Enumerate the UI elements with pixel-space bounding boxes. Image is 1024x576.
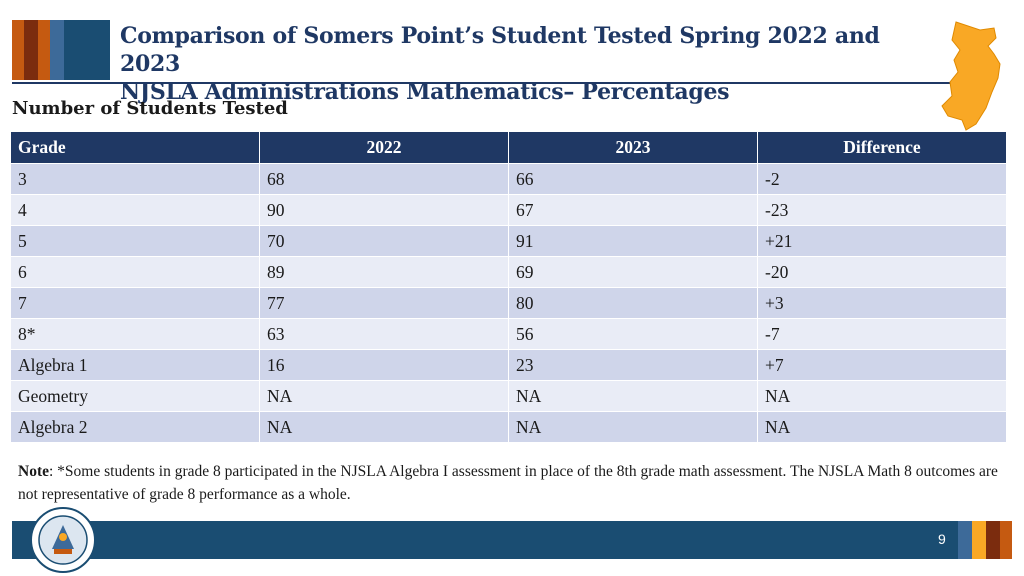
value-2022-cell: 90 (259, 194, 509, 226)
table-row: 4 90 67 -23 (10, 194, 1007, 226)
nj-department-of-education-seal-icon (30, 507, 96, 573)
table-row: 7 77 80 +3 (10, 287, 1007, 319)
difference-cell: +3 (757, 287, 1007, 319)
difference-cell: -2 (757, 163, 1007, 195)
grade-cell: 3 (10, 163, 260, 195)
value-2022-cell: NA (259, 411, 509, 443)
difference-cell: +21 (757, 225, 1007, 257)
grade-cell: Algebra 1 (10, 349, 260, 381)
value-2022-cell: 63 (259, 318, 509, 350)
table-header-row: Grade 2022 2023 Difference (10, 131, 1007, 164)
value-2023-cell: 80 (508, 287, 758, 319)
footer-bar (12, 521, 958, 559)
difference-cell: -23 (757, 194, 1007, 226)
table-row: Algebra 2 NA NA NA (10, 411, 1007, 443)
value-2022-cell: 70 (259, 225, 509, 257)
table-row: Algebra 1 16 23 +7 (10, 349, 1007, 381)
grade-cell: 7 (10, 287, 260, 319)
note-text: : *Some students in grade 8 participated… (18, 463, 998, 503)
column-header-2022: 2022 (259, 131, 509, 164)
value-2023-cell: 67 (508, 194, 758, 226)
grade-cell: 5 (10, 225, 260, 257)
value-2023-cell: 56 (508, 318, 758, 350)
grade-cell: 6 (10, 256, 260, 288)
page-title: Comparison of Somers Point’s Student Tes… (120, 22, 940, 106)
table-row: 8* 63 56 -7 (10, 318, 1007, 350)
difference-cell: -20 (757, 256, 1007, 288)
value-2023-cell: NA (508, 411, 758, 443)
table-row: 6 89 69 -20 (10, 256, 1007, 288)
grade-cell: 4 (10, 194, 260, 226)
difference-cell: +7 (757, 349, 1007, 381)
value-2022-cell: NA (259, 380, 509, 412)
value-2023-cell: 23 (508, 349, 758, 381)
value-2023-cell: 69 (508, 256, 758, 288)
difference-cell: -7 (757, 318, 1007, 350)
grade-cell: 8* (10, 318, 260, 350)
section-subtitle: Number of Students Tested (12, 98, 288, 119)
students-tested-table: Grade 2022 2023 Difference 3 68 66 -2 4 … (10, 131, 1007, 443)
column-header-difference: Difference (757, 131, 1007, 164)
value-2022-cell: 77 (259, 287, 509, 319)
new-jersey-state-map-icon (941, 21, 1001, 131)
table-row: Geometry NA NA NA (10, 380, 1007, 412)
column-header-2023: 2023 (508, 131, 758, 164)
footnote: Note: *Some students in grade 8 particip… (18, 460, 1008, 506)
grade-cell: Geometry (10, 380, 260, 412)
note-label: Note (18, 463, 49, 480)
page-number: 9 (938, 531, 946, 547)
difference-cell: NA (757, 380, 1007, 412)
table-row: 5 70 91 +21 (10, 225, 1007, 257)
title-line-1: Comparison of Somers Point’s Student Tes… (120, 23, 880, 77)
difference-cell: NA (757, 411, 1007, 443)
grade-cell: Algebra 2 (10, 411, 260, 443)
value-2023-cell: 91 (508, 225, 758, 257)
value-2022-cell: 68 (259, 163, 509, 195)
value-2023-cell: NA (508, 380, 758, 412)
value-2022-cell: 89 (259, 256, 509, 288)
value-2022-cell: 16 (259, 349, 509, 381)
header-divider (12, 82, 960, 84)
footer-color-stripes (958, 521, 1012, 559)
column-header-grade: Grade (10, 131, 260, 164)
table-row: 3 68 66 -2 (10, 163, 1007, 195)
value-2023-cell: 66 (508, 163, 758, 195)
header-color-stripes (12, 20, 110, 80)
